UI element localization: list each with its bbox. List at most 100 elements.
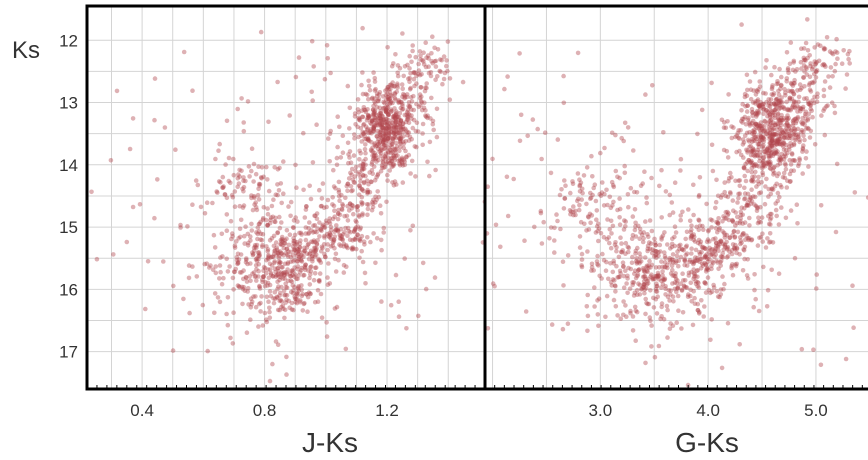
star-point — [633, 275, 639, 281]
star-point — [742, 206, 747, 211]
star-point — [804, 72, 810, 77]
star-point — [297, 249, 303, 255]
star-point — [767, 130, 773, 136]
star-point — [395, 153, 400, 158]
star-point — [341, 270, 347, 275]
star-point — [631, 280, 637, 285]
star-point — [641, 230, 646, 235]
star-point — [273, 253, 279, 258]
star-point — [751, 129, 757, 135]
star-point — [738, 212, 744, 218]
star-point — [267, 289, 273, 294]
star-point — [359, 139, 365, 144]
star-point — [753, 92, 759, 97]
star-point — [786, 0, 791, 2]
star-point — [668, 288, 673, 293]
star-point — [383, 130, 389, 136]
star-point — [774, 139, 780, 144]
star-point — [422, 88, 428, 94]
star-point — [607, 227, 613, 232]
star-point — [752, 202, 757, 207]
star-point — [626, 245, 632, 251]
star-point — [319, 228, 324, 233]
star-point — [384, 119, 389, 124]
star-point — [400, 139, 406, 145]
star-point — [186, 275, 192, 281]
star-point — [260, 279, 265, 285]
star-point — [345, 181, 351, 187]
star-point — [641, 236, 646, 241]
star-point — [359, 194, 365, 200]
star-point — [411, 107, 417, 113]
star-point — [571, 212, 576, 218]
star-point — [438, 69, 443, 75]
star-point — [744, 130, 750, 136]
star-point — [709, 80, 714, 86]
star-point — [694, 224, 699, 230]
star-point — [308, 196, 314, 202]
star-point — [752, 162, 757, 168]
star-point — [295, 219, 300, 224]
star-point — [405, 116, 411, 122]
star-point — [365, 127, 370, 133]
star-point — [806, 82, 812, 88]
star-point — [377, 139, 383, 145]
star-point — [336, 211, 341, 216]
star-point — [629, 236, 635, 241]
star-point — [613, 0, 618, 1]
star-point — [437, 68, 443, 74]
star-point — [379, 117, 384, 123]
star-point — [232, 243, 238, 248]
star-point — [797, 157, 802, 163]
star-point — [633, 308, 639, 314]
star-point — [772, 151, 777, 156]
star-point — [235, 283, 241, 288]
star-point — [360, 70, 365, 75]
star-point — [390, 162, 396, 167]
star-point — [241, 175, 246, 180]
star-point — [314, 242, 320, 247]
star-point — [773, 106, 779, 112]
star-point — [295, 249, 301, 255]
star-point — [749, 120, 755, 126]
star-point — [747, 79, 753, 84]
star-point — [801, 46, 807, 51]
star-point — [561, 206, 567, 211]
star-point — [804, 126, 809, 131]
star-point — [613, 304, 619, 309]
star-point — [785, 123, 790, 128]
star-point — [630, 280, 635, 285]
star-point — [538, 208, 544, 214]
star-point — [746, 237, 751, 243]
star-point — [830, 74, 835, 79]
star-point — [788, 141, 793, 146]
star-point — [590, 192, 595, 198]
star-point — [423, 286, 429, 292]
star-point — [387, 96, 392, 102]
star-point — [781, 170, 787, 176]
star-point — [267, 282, 273, 288]
star-point — [305, 294, 311, 300]
star-point — [280, 242, 285, 248]
star-point — [285, 260, 291, 265]
star-point — [244, 330, 250, 336]
star-point — [761, 107, 766, 112]
star-point — [234, 254, 240, 260]
star-point — [352, 136, 357, 141]
star-point — [281, 288, 287, 294]
star-point — [314, 216, 320, 221]
star-point — [325, 275, 330, 280]
star-point — [273, 339, 279, 344]
star-point — [335, 229, 341, 234]
star-point — [276, 255, 282, 261]
star-point — [392, 179, 398, 184]
star-point — [379, 123, 384, 128]
star-point — [645, 278, 650, 284]
star-point — [633, 258, 639, 264]
star-point — [290, 269, 296, 274]
star-point — [398, 99, 403, 105]
star-point — [747, 120, 752, 125]
star-point — [671, 299, 676, 304]
star-point — [251, 179, 256, 184]
star-point — [770, 123, 775, 129]
